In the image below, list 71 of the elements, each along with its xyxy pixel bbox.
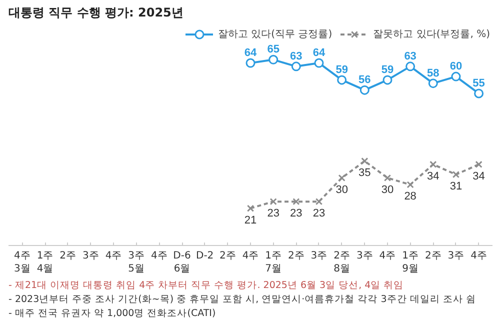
x-tick-label: 2주 [219,250,236,262]
point [246,58,256,68]
x-tick-label: 1주 7월 [265,250,282,275]
point [406,181,414,188]
legend-label: 잘하고 있다(직무 긍정률) [218,28,332,41]
x-tick-label: 2주 [288,250,304,262]
x-tick-label: 4주 [151,250,168,262]
point [361,157,368,165]
point [360,85,370,95]
data-label: 28 [404,190,416,203]
data-label: 34 [472,170,485,182]
data-label: 30 [381,184,394,196]
point [406,62,416,72]
data-label: 63 [290,50,302,62]
data-label: 59 [336,64,348,76]
x-tick-label: 3주 [310,250,328,262]
data-label: 23 [267,208,280,220]
x-tick-label: 4주 [470,250,487,262]
data-label: 34 [427,170,440,182]
point [430,160,437,168]
point [428,78,438,88]
data-label: 31 [450,180,462,193]
x-tick-label: 2주 [60,250,76,262]
point [291,62,301,72]
x-tick-label: 2주 8월 [334,250,350,275]
point [451,72,461,82]
point [384,174,392,182]
data-label: 64 [312,47,326,60]
data-label: 35 [358,167,371,180]
data-label: 23 [290,208,302,220]
point [474,88,484,98]
x-tick-label: 4주 [379,250,396,262]
point [452,170,460,178]
x-tick-label: 1주 4월 [36,250,54,275]
x-tick-label: 3주 [356,250,373,262]
chart-title: 대통령 직무 수행 평가: 2025년 [8,6,184,20]
point [246,204,254,212]
data-label: 65 [267,44,280,56]
data-label: 55 [472,77,485,90]
text: - 2023년부터 주중 조사 기간(화~목) 중 휴무일 포함 시, 연말연시·여름휴가철 각각 3주간 데일리 조사 쉼 [8,294,476,305]
point [337,75,347,85]
x-tick-label: D-2 [196,250,214,262]
x-tick-label: 4주 [242,250,259,262]
x-tick-label: D-6 6월 [173,250,191,275]
x-tick-label: 2주 [424,250,442,262]
data-label: 30 [336,184,348,196]
point [270,198,277,206]
x-tick-label: 3주 [82,250,99,262]
text: - 제21대 이재명 대통령 취임 4주 차부터 직무 수행 평가. 2025년 6월 3일 당선, 4일 취임 [8,280,404,291]
data-label: 56 [358,74,371,86]
data-label: 63 [404,50,416,62]
data-label: 23 [312,208,326,220]
x-tick-label: 4주 [105,250,122,262]
text: - 매주 전국 유권자 약 1,000명 전화조사(CATI) [8,308,216,319]
point [268,54,278,64]
data-label: 60 [450,60,462,73]
point [338,174,346,182]
x-tick-label: 3주 [448,250,464,262]
point [314,58,324,68]
legend-label: 잘못하고 있다(부정률, %) [373,28,490,41]
point [475,160,482,168]
x-tick-label: 3주 5월 [128,250,145,275]
data-label: 58 [427,67,440,80]
data-label: 59 [381,64,394,76]
data-label: 64 [244,47,258,60]
point [382,75,392,85]
point [292,198,300,206]
data-label: 21 [244,214,257,226]
x-tick-label: 4주 3월 [14,250,30,275]
x-tick-label: 1주 9월 [402,250,419,275]
point [315,198,323,206]
